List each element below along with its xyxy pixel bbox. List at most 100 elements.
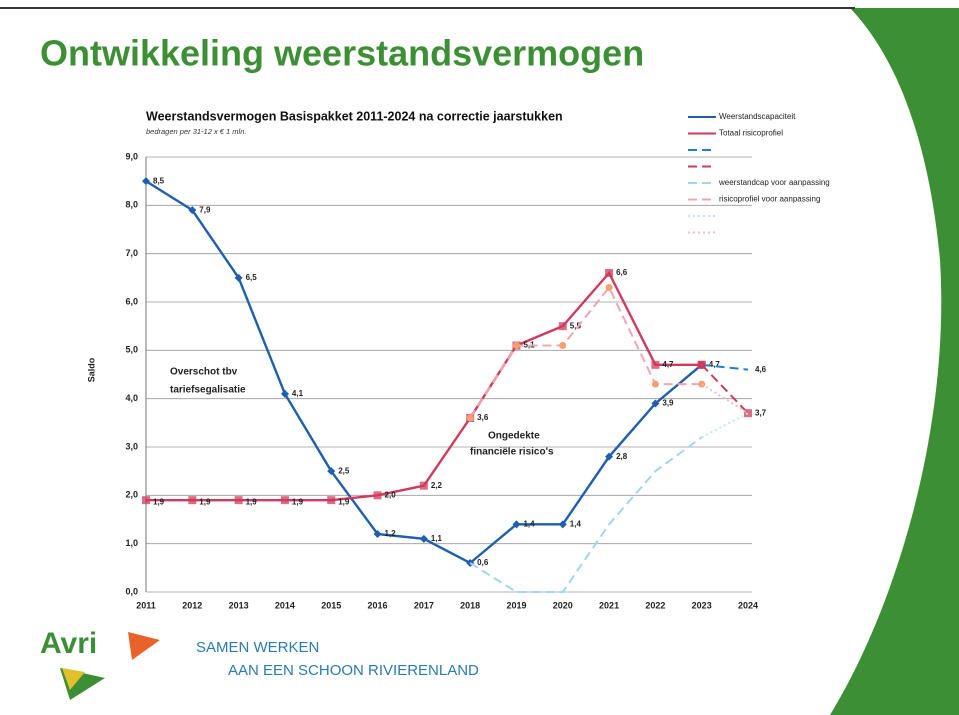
marker — [280, 389, 289, 398]
y-tick-label: 7,0 — [125, 248, 138, 258]
annotation: tariefsegalisatie — [170, 385, 246, 396]
chart-subtitle: bedragen per 31-12 x € 1 mln. — [146, 127, 246, 136]
series-line — [469, 436, 703, 593]
series-line — [700, 364, 749, 414]
marker — [559, 342, 567, 349]
data-label: 0,6 — [477, 558, 489, 567]
x-tick-label: 2012 — [182, 600, 202, 610]
marker — [188, 496, 197, 505]
marker — [188, 206, 197, 215]
legend-label: risicoprofiel voor aanpassing — [719, 195, 820, 204]
data-label: 4,6 — [755, 365, 767, 374]
x-tick-label: 2016 — [368, 600, 388, 610]
marker — [512, 342, 520, 349]
data-label: 2,8 — [616, 452, 628, 461]
marker — [373, 491, 382, 500]
y-tick-label: 3,0 — [125, 441, 138, 451]
x-tick-label: 2013 — [229, 600, 249, 610]
x-tick-label: 2021 — [599, 600, 619, 610]
data-label: 1,2 — [385, 529, 397, 538]
marker — [512, 520, 521, 529]
data-label: 1,9 — [292, 497, 304, 506]
data-label: 5,5 — [570, 321, 582, 330]
y-tick-label: 0,0 — [125, 586, 138, 596]
x-tick-label: 2017 — [414, 600, 434, 610]
y-tick-label: 2,0 — [125, 490, 138, 500]
logo-text: Avri — [40, 627, 97, 660]
data-label: 4,7 — [662, 360, 674, 369]
green-curve — [830, 8, 959, 715]
data-label: 6,6 — [616, 268, 628, 277]
marker — [419, 534, 428, 543]
slide-title: Ontwikkeling weerstandsvermogen — [40, 33, 644, 74]
data-label: 7,9 — [199, 205, 211, 214]
legend-label: weerstandcap voor aanpassing — [718, 178, 830, 187]
data-label: 2,5 — [338, 466, 350, 475]
footer-text: SAMEN WERKEN — [196, 639, 319, 656]
data-label: 1,9 — [246, 497, 258, 506]
legend-label: Totaal risicoprofiel — [719, 129, 783, 138]
marker — [697, 360, 706, 369]
data-label: 2,0 — [385, 490, 397, 499]
data-label: 6,5 — [246, 273, 258, 282]
x-tick-label: 2024 — [738, 600, 758, 610]
y-tick-label: 8,0 — [125, 200, 138, 210]
marker — [142, 496, 150, 505]
logo: Avri — [40, 627, 160, 700]
marker — [651, 380, 659, 388]
marker — [327, 496, 336, 505]
marker — [605, 452, 614, 461]
marker — [419, 481, 428, 490]
data-label: 3,6 — [477, 413, 489, 422]
x-tick-label: 2022 — [645, 600, 665, 610]
legend-label: Weerstandscapaciteit — [719, 112, 796, 121]
marker — [373, 530, 382, 538]
marker — [651, 360, 660, 369]
x-tick-label: 2011 — [136, 600, 156, 610]
series-line — [701, 363, 749, 371]
series-line — [469, 285, 702, 419]
marker — [558, 322, 567, 331]
data-label: 1,9 — [153, 497, 165, 506]
data-label: 4,7 — [709, 360, 721, 369]
data-label: 3,9 — [662, 399, 674, 408]
marker — [744, 409, 752, 418]
y-tick-label: 1,0 — [125, 538, 138, 548]
footer-text: AAN EEN SCHOON RIVIERENLAND — [228, 662, 479, 679]
y-axis-label: Saldo — [86, 357, 96, 382]
data-label: 2,2 — [431, 481, 443, 490]
data-label: 3,7 — [755, 408, 767, 417]
annotation: Overschot tbv — [170, 367, 238, 378]
data-label: 8,5 — [153, 176, 165, 185]
data-label: 1,9 — [199, 497, 211, 506]
annotation: Ongedekte — [488, 431, 540, 442]
series-line — [701, 412, 749, 439]
marker — [651, 399, 660, 408]
data-label: 4,1 — [292, 389, 304, 398]
marker — [605, 284, 613, 291]
x-tick-label: 2019 — [506, 600, 526, 610]
data-label: 1,4 — [523, 519, 535, 528]
y-tick-label: 4,0 — [125, 393, 138, 403]
y-tick-label: 5,0 — [125, 345, 138, 355]
chart-title: Weerstandsvermogen Basispakket 2011-2024… — [146, 109, 563, 123]
x-tick-label: 2020 — [553, 600, 573, 610]
x-tick-label: 2015 — [321, 600, 341, 610]
marker — [142, 177, 150, 186]
x-tick-label: 2023 — [692, 600, 712, 610]
marker — [558, 520, 567, 529]
x-tick-label: 2014 — [275, 600, 295, 610]
annotation: financiële risico's — [470, 447, 554, 458]
marker — [605, 269, 614, 277]
x-tick-label: 2018 — [460, 600, 480, 610]
marker — [466, 414, 474, 422]
logo-shape — [128, 632, 160, 660]
y-tick-label: 9,0 — [125, 151, 138, 161]
data-label: 1,4 — [570, 519, 582, 528]
marker — [234, 496, 243, 505]
series-line — [701, 383, 749, 415]
data-label: 1,1 — [431, 534, 443, 543]
logo-shape — [62, 668, 85, 690]
